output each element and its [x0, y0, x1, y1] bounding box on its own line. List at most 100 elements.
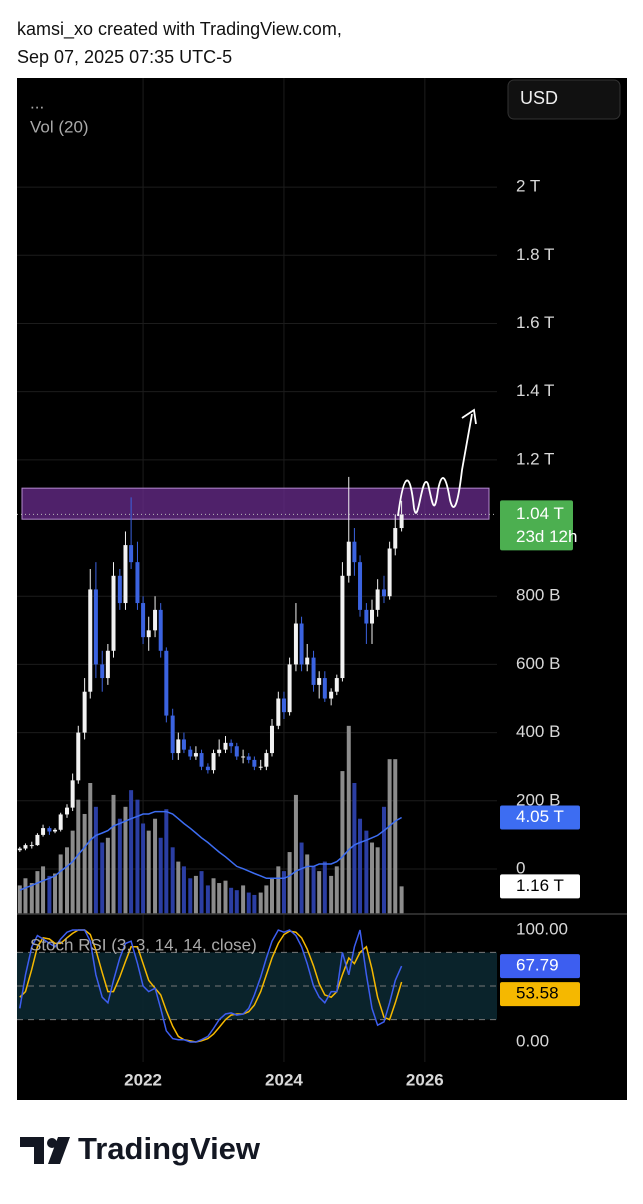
logo: [20, 1137, 70, 1164]
candle-body: [241, 756, 246, 758]
volume-bar: [164, 809, 169, 914]
volume-bar: [276, 866, 281, 914]
y-tick-label: 400 B: [516, 722, 560, 741]
volume-bar: [76, 799, 81, 914]
volume-bar: [381, 806, 386, 914]
volume-bar: [199, 871, 204, 914]
volume-bar: [293, 794, 298, 914]
candle-body: [258, 766, 263, 768]
volume-bar: [193, 875, 198, 914]
volume-bar: [117, 818, 122, 914]
candle-body: [70, 780, 75, 808]
candle-body: [281, 698, 286, 713]
volume-layer: [17, 725, 404, 914]
candle-body: [387, 548, 392, 597]
candle-body: [93, 589, 98, 665]
volume-bar: [229, 887, 234, 914]
volume-bar: [23, 878, 28, 914]
candle-body: [223, 742, 228, 750]
last-price-box: [500, 500, 573, 551]
volume-bar: [70, 830, 75, 914]
candle-body: [375, 589, 380, 610]
volume-bar: [264, 885, 269, 914]
volume-bar: [82, 813, 87, 914]
volume-bar: [17, 885, 22, 914]
volume-title: Vol (20): [30, 117, 89, 136]
logo-slash: [48, 1137, 70, 1164]
volume-bar: [135, 799, 140, 914]
candle-body: [146, 630, 151, 638]
volume-bar: [346, 725, 351, 914]
stoch-layer: [17, 929, 497, 1043]
candle-body: [82, 691, 87, 733]
volume-last-label: 1.16 T: [516, 876, 564, 895]
volume-bar: [29, 883, 34, 914]
candle-body: [17, 848, 22, 851]
candle-body: [234, 746, 239, 757]
volume-bar: [334, 866, 339, 914]
volume-bar: [53, 873, 58, 914]
arrow-head: [461, 408, 477, 425]
volume-bar: [105, 837, 110, 914]
candle-body: [381, 589, 386, 597]
volume-bar: [211, 878, 216, 914]
candle-body: [370, 609, 375, 624]
volume-bar: [129, 790, 134, 914]
y-tick-label: 2 T: [516, 177, 540, 196]
candle-body: [129, 545, 134, 563]
volume-bar: [47, 875, 52, 914]
candle-body: [164, 650, 169, 716]
logo-dot: [47, 1138, 57, 1148]
candle-body: [53, 829, 58, 832]
last-price-label: 1.04 T: [516, 504, 564, 523]
volume-bar: [65, 847, 70, 914]
candle-body: [193, 753, 198, 757]
candle-body: [170, 715, 175, 754]
candle-body: [311, 657, 316, 685]
candle-body: [299, 623, 304, 665]
currency-button[interactable]: [507, 79, 621, 120]
stoch-k-label: 67.79: [516, 956, 559, 975]
candle-body: [322, 678, 327, 699]
volume-ma-label: 4.05 T: [516, 807, 564, 826]
volume-bar: [329, 875, 334, 914]
volume-bar: [188, 878, 193, 914]
volume-bar: [170, 847, 175, 914]
volume-bar: [58, 854, 63, 914]
candle-body: [264, 753, 269, 767]
volume-bar: [375, 847, 380, 914]
volume-bar: [241, 885, 246, 914]
volume-bar: [305, 854, 310, 914]
volume-bar: [352, 783, 357, 914]
logo-mark: [20, 1137, 44, 1164]
indicator-menu[interactable]: ...: [30, 93, 44, 112]
candle-body: [123, 545, 128, 604]
currency[interactable]: USD: [520, 88, 558, 108]
stoch-d-box: [500, 982, 580, 1007]
volume-bar: [252, 894, 257, 914]
candle-body: [329, 691, 334, 699]
candle-body: [399, 514, 404, 529]
y-tick-label: 600 B: [516, 654, 560, 673]
brand: TradingView: [78, 1131, 261, 1166]
stoch-tick-label: 0.00: [516, 1031, 549, 1050]
volume-bar: [322, 861, 327, 914]
volume-bar: [311, 866, 316, 914]
x-tick-label: 2022: [124, 1070, 162, 1089]
candle-body: [317, 678, 322, 685]
y-tick-label: 1.6 T: [516, 313, 554, 332]
volume-bar: [317, 871, 322, 914]
volume-bar: [111, 794, 116, 914]
volume-bar: [393, 759, 398, 914]
axis-labels: 2 T 1.8 T 1.6 T 1.4 T 1.2 T 800 B 600 B 400 B 20…: [124, 177, 580, 1089]
volume-bar: [287, 852, 292, 914]
volume-last-box: [500, 874, 580, 899]
volume-bar: [205, 885, 210, 914]
y-tick-label: 200 B: [516, 790, 560, 809]
volume-bar: [299, 842, 304, 914]
stoch-k-line: [19, 929, 403, 1043]
candle-body: [41, 828, 46, 835]
candle-body: [23, 845, 28, 849]
